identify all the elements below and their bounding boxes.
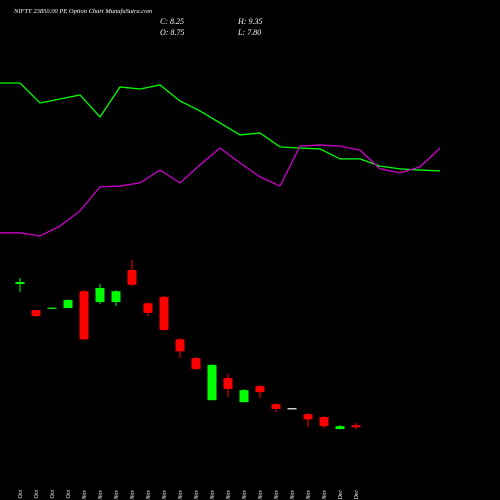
x-tick-label: 25 Nov xyxy=(290,490,296,500)
candle-body xyxy=(191,358,201,369)
x-tick-label: 14 Nov xyxy=(209,490,216,500)
ohlc-low: L: 7.80 xyxy=(237,28,261,37)
x-tick-label: 18 Nov xyxy=(226,490,232,500)
candle-body xyxy=(207,364,217,401)
x-tick-label: 06 Nov xyxy=(114,490,120,500)
candle-body xyxy=(47,307,57,309)
candle-body xyxy=(319,416,329,427)
candle-body xyxy=(271,404,281,409)
candle-body xyxy=(351,425,361,428)
x-tick-label: 30 Oct xyxy=(50,490,56,500)
x-tick-label: 08 Nov xyxy=(146,490,152,500)
x-tick-label: 22 Nov xyxy=(274,490,280,500)
x-tick-label: 28 Oct xyxy=(18,490,24,500)
line-series xyxy=(0,82,441,172)
candle-body xyxy=(303,414,313,420)
candle-body xyxy=(159,296,169,331)
candle-body xyxy=(111,291,121,303)
x-tick-label: 12 Nov xyxy=(178,490,184,500)
candle-body xyxy=(239,390,249,403)
ohlc-close: C: 8.25 xyxy=(160,17,184,26)
x-tick-label: 31 Oct xyxy=(66,490,72,500)
candle-body xyxy=(335,426,345,429)
candle-body xyxy=(223,378,233,389)
x-tick-label: 29 Oct xyxy=(34,490,40,500)
candle-body xyxy=(287,408,297,410)
candle-body xyxy=(143,303,153,313)
x-tick-label: 05 Nov xyxy=(98,490,104,500)
candle-body xyxy=(95,288,105,303)
candle-body xyxy=(175,339,185,352)
x-tick-label: 11 Nov xyxy=(162,490,168,500)
line-series xyxy=(0,144,441,237)
x-tick-label: 04 Nov xyxy=(81,490,88,500)
candle-body xyxy=(31,310,41,317)
ohlc-open: O: 8.75 xyxy=(160,28,184,37)
x-tick-label: 07 Nov xyxy=(130,490,136,500)
candle-body xyxy=(79,291,89,340)
x-tick-label: 19 Nov xyxy=(242,490,248,500)
candle-body xyxy=(127,270,137,285)
chart-title: NIFTY 23850.00 PE Option Chart MunafaSut… xyxy=(13,8,152,15)
x-tick-label: 13 Nov xyxy=(194,490,200,500)
candle-body xyxy=(63,300,73,309)
candle-body xyxy=(255,386,265,393)
x-tick-label: 21 Nov xyxy=(258,490,264,500)
x-tick-label: 04 Dec xyxy=(353,490,360,500)
x-tick-label: 03 Dec xyxy=(338,490,344,500)
ohlc-high: H: 9.35 xyxy=(237,17,262,26)
x-tick-label: 26 Nov xyxy=(306,490,312,500)
candle-body xyxy=(15,282,25,285)
x-tick-label: 28 Nov xyxy=(322,490,328,500)
